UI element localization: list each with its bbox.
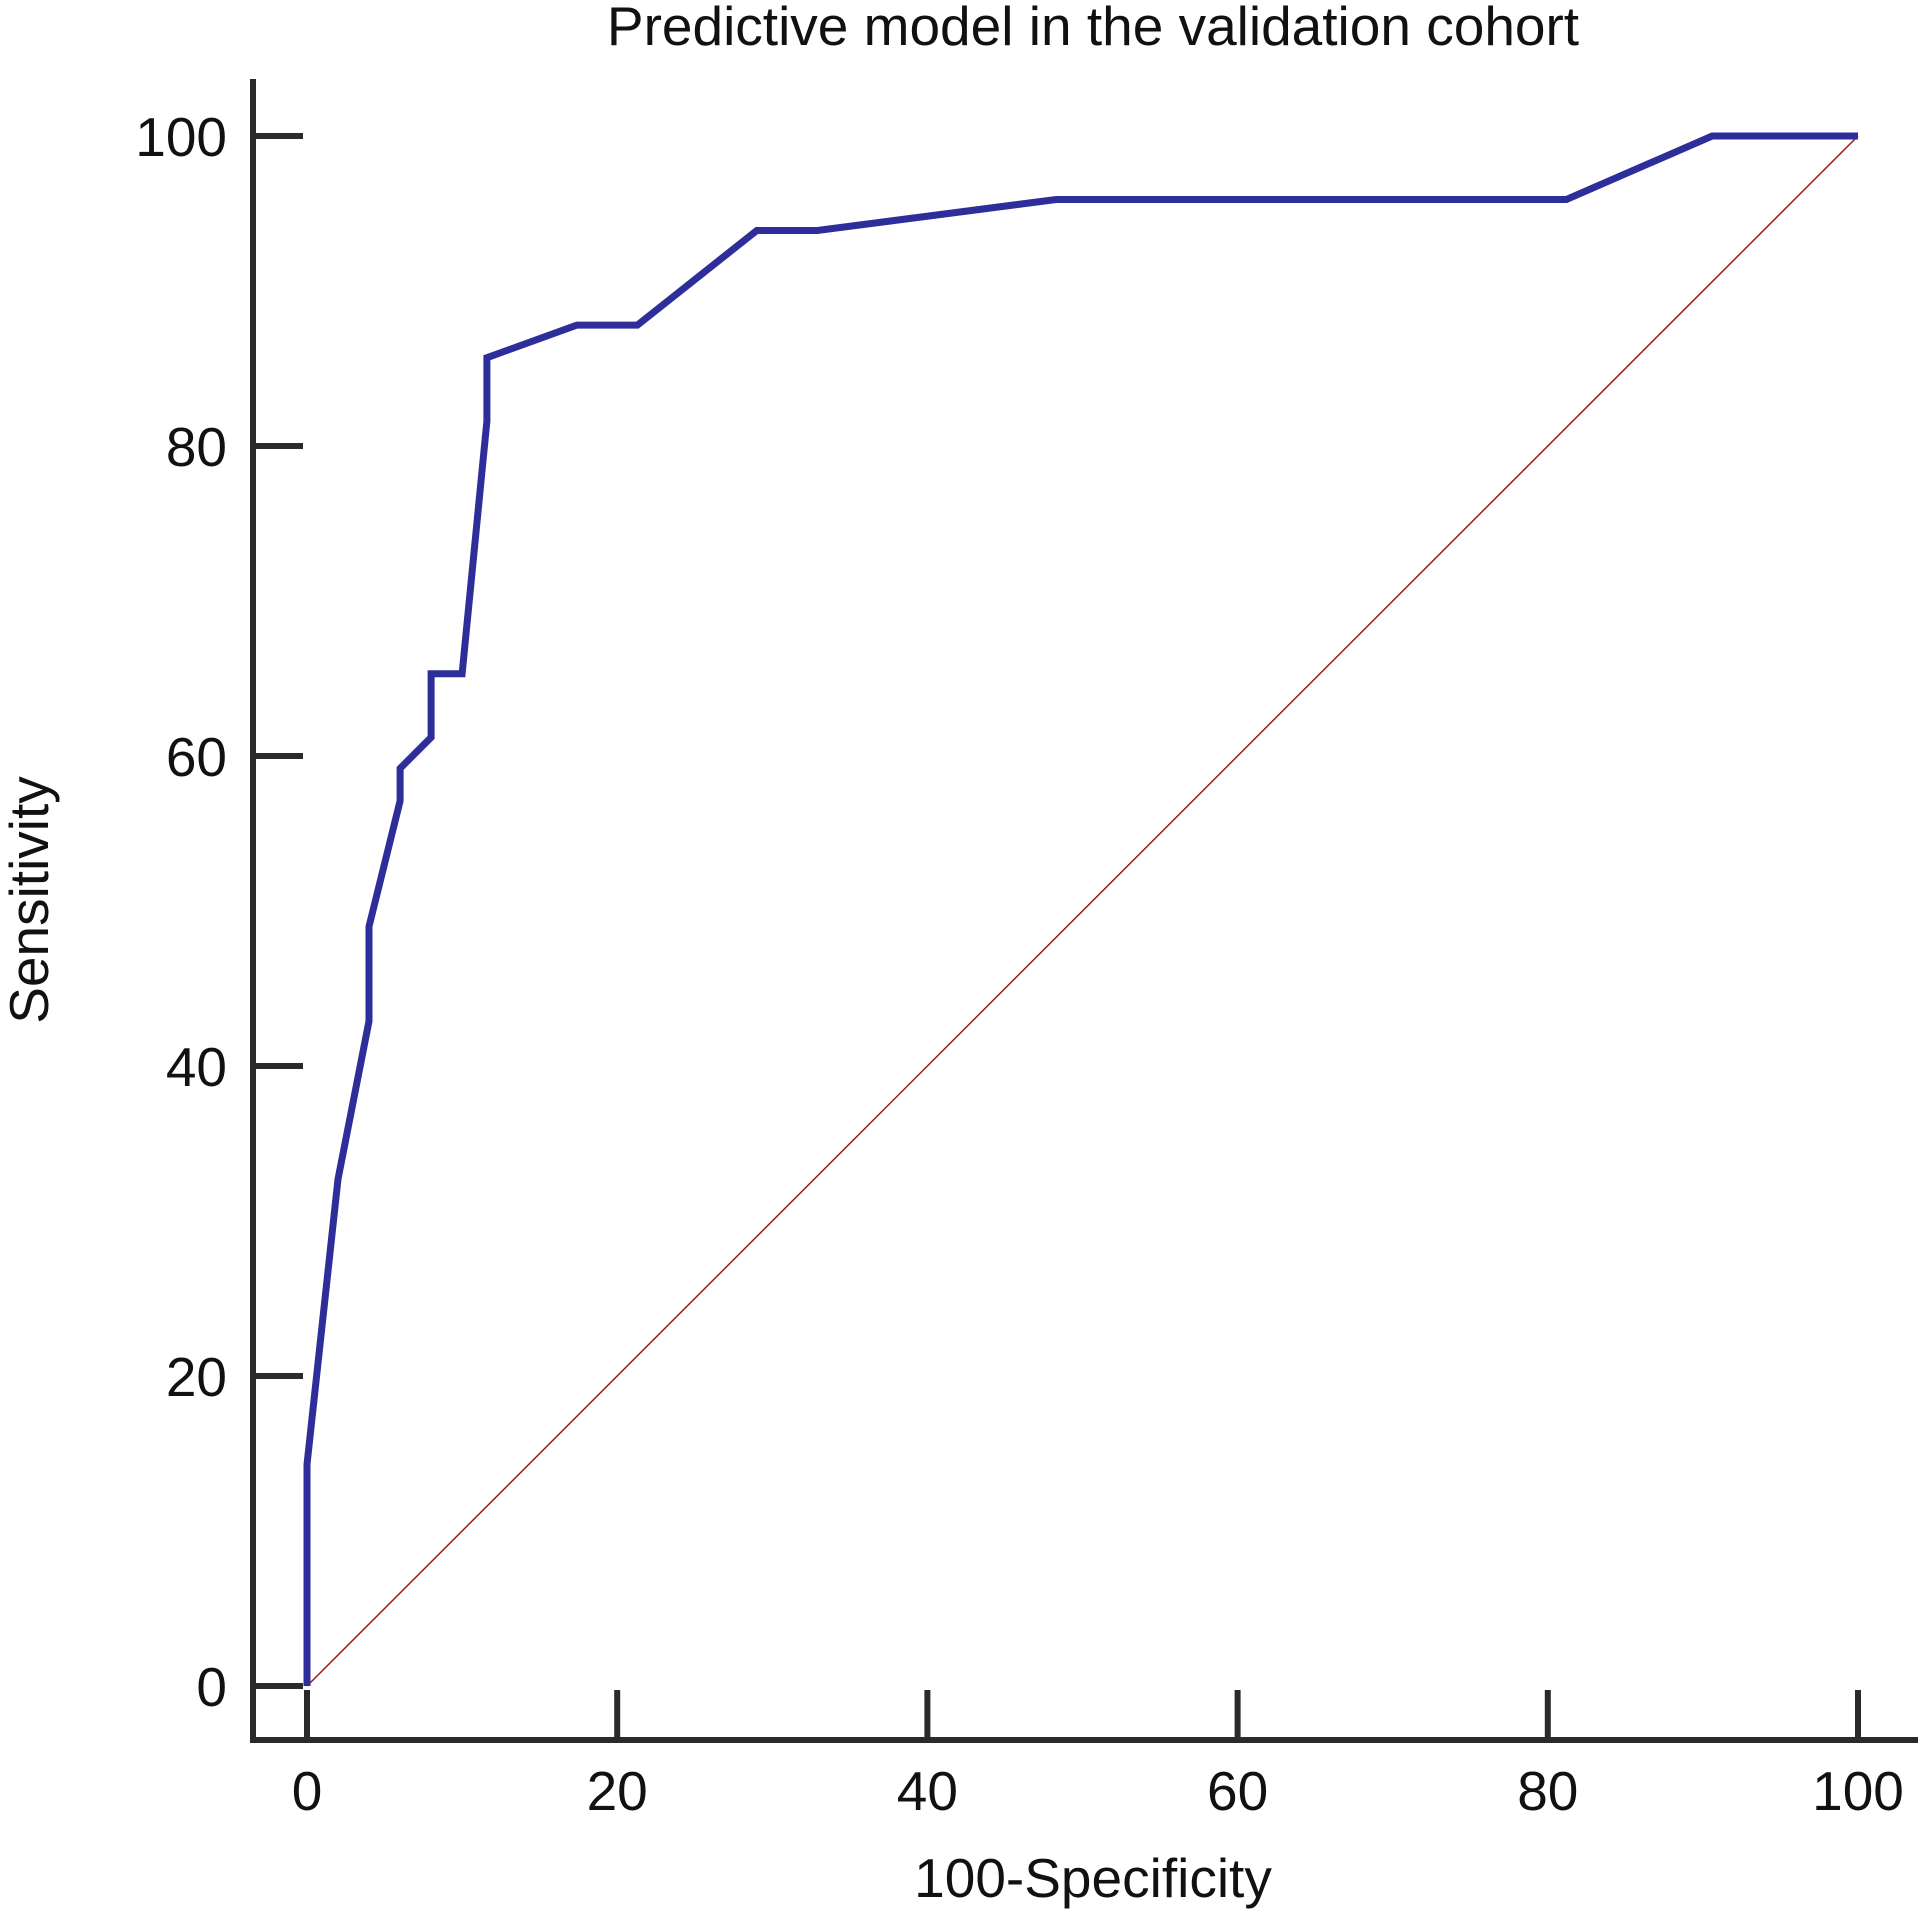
reference-diagonal-line (306, 135, 1859, 1687)
x-tick-label: 100 (1812, 1760, 1904, 1822)
y-axis-title: Sensitivity (0, 776, 60, 1024)
series-layer (303, 132, 1859, 1687)
y-tick-label: 20 (166, 1346, 227, 1408)
x-tick-label: 40 (897, 1760, 958, 1822)
y-tick-label: 0 (196, 1656, 227, 1718)
roc-curve-line (303, 132, 1858, 1686)
chart-title: Predictive model in the validation cohor… (607, 0, 1579, 57)
y-tick-label: 60 (166, 726, 227, 788)
x-tick-label: 60 (1207, 1760, 1268, 1822)
ticks: 0 20 40 60 80 100 0 20 40 60 80 100 (135, 106, 1904, 1822)
y-tick-label: 100 (135, 106, 227, 168)
x-axis-title: 100-Specificity (914, 1847, 1272, 1909)
x-tick-label: 0 (292, 1760, 323, 1822)
axes (250, 79, 1918, 1743)
x-tick-label: 80 (1517, 1760, 1578, 1822)
x-tick-label: 20 (587, 1760, 648, 1822)
y-tick-label: 40 (166, 1036, 227, 1098)
y-tick-label: 80 (166, 416, 227, 478)
